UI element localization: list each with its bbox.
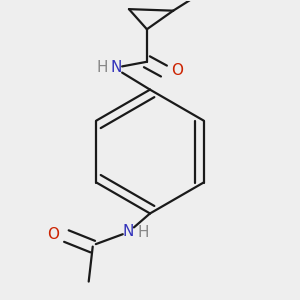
Text: N: N — [123, 224, 134, 238]
Text: O: O — [171, 63, 183, 78]
Text: O: O — [47, 227, 59, 242]
Text: H: H — [97, 59, 108, 74]
Text: H: H — [137, 225, 149, 240]
Text: N: N — [110, 61, 122, 76]
